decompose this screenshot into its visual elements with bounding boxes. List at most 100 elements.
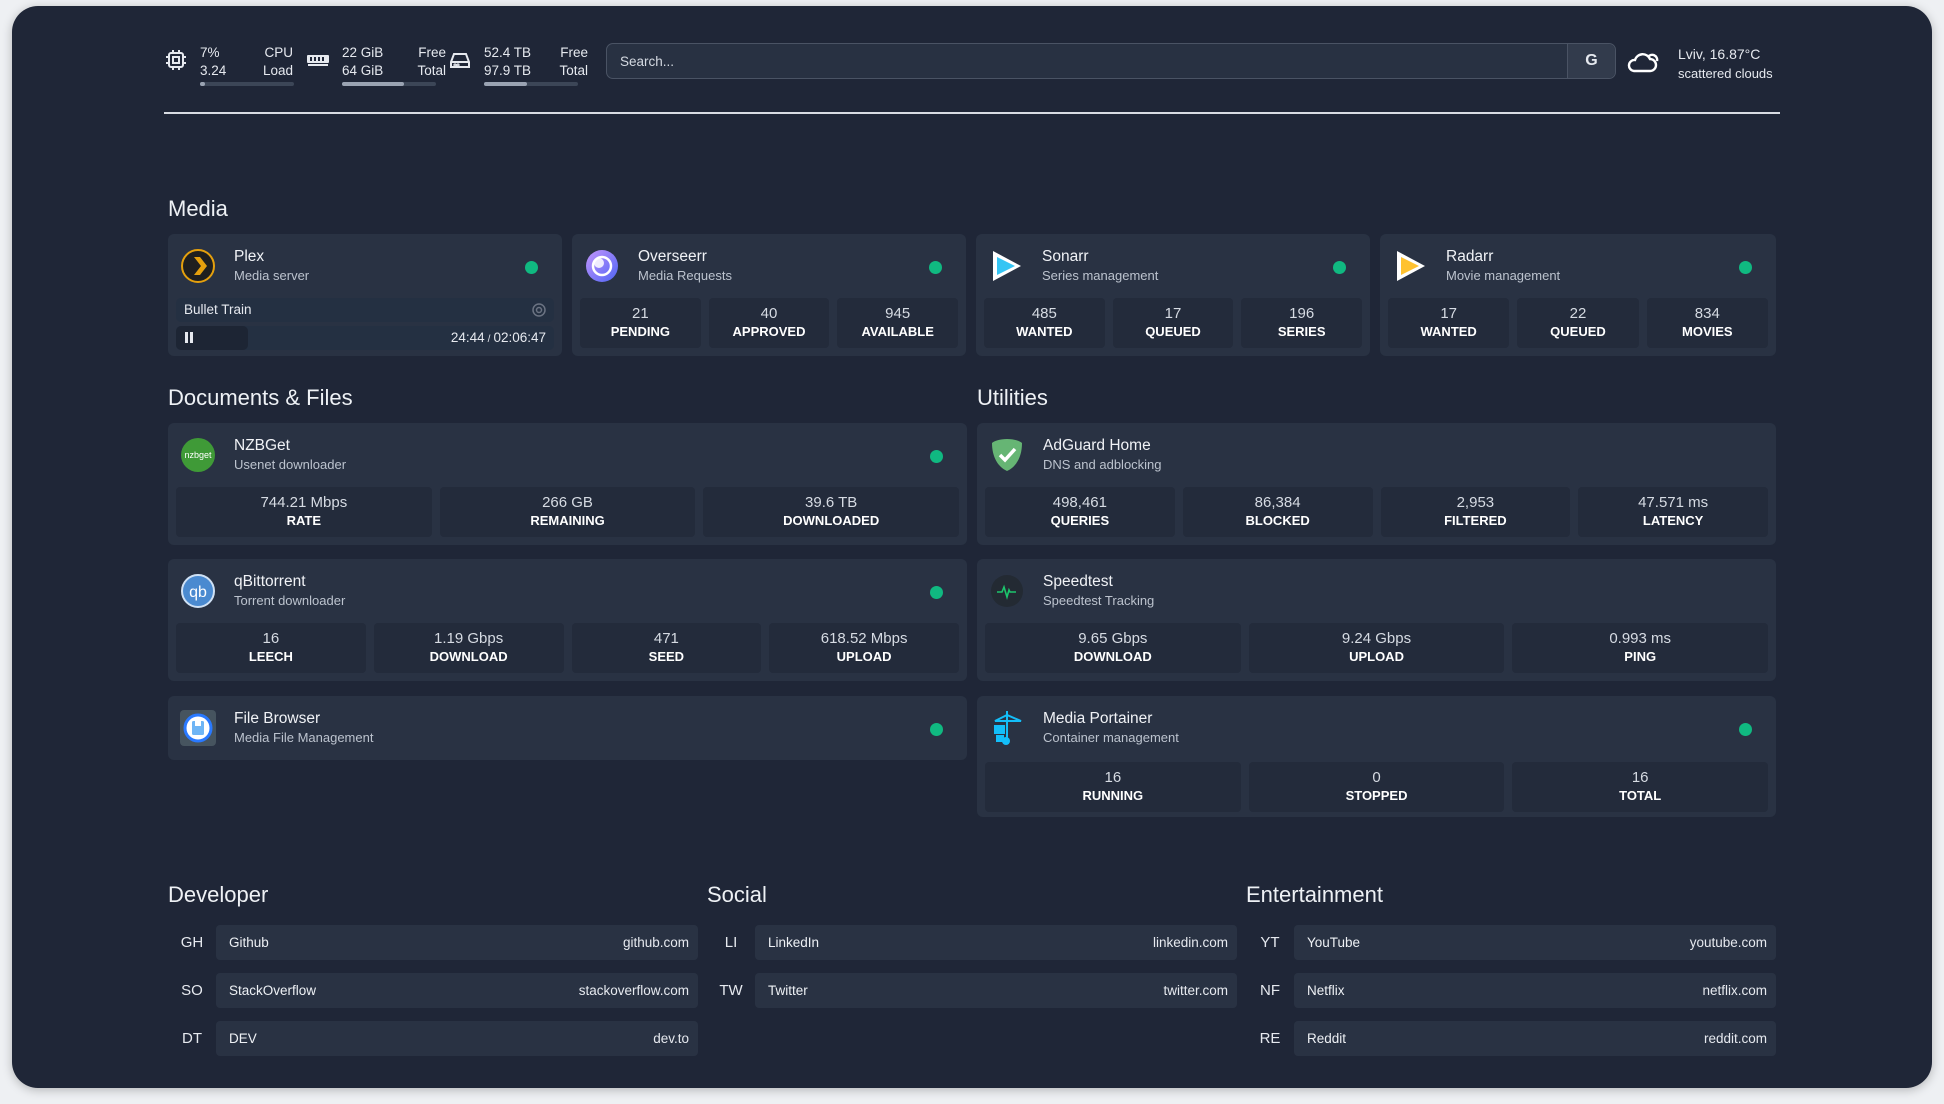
bookmark-name[interactable]: LinkedIn [768, 935, 820, 950]
bookmark-reddit[interactable]: RE Reddit reddit.com [1246, 1021, 1776, 1056]
stat-label: WANTED [1016, 324, 1073, 339]
bookmark-name[interactable]: DEV [229, 1031, 257, 1046]
stats-row: 744.21 Mbps RATE 266 GB REMAINING 39.6 TB DOW… [176, 487, 960, 537]
bookmark-url: github.com [622, 935, 689, 950]
stat-value: 17 [1164, 305, 1182, 322]
bookmark-name[interactable]: Github [229, 935, 269, 950]
stat-remaining: 266 GB REMAINING [439, 487, 696, 537]
bookmark-name[interactable]: YouTube [1307, 935, 1361, 950]
bookmark-link[interactable]: DEV dev.to [216, 1021, 698, 1056]
stat-label: QUERIES [1050, 513, 1110, 528]
file-browser-icon [180, 710, 216, 746]
stat-value: 16 [1631, 769, 1649, 786]
service-card-portainer[interactable]: Media Portainer Container management 16 RUN… [977, 696, 1776, 817]
bookmark-github[interactable]: GH Github github.com [168, 925, 698, 960]
bookmark-youtube[interactable]: YT YouTube youtube.com [1246, 925, 1776, 960]
stat-label: RUNNING [1082, 788, 1144, 803]
service-name[interactable]: Overseerr [638, 248, 707, 265]
status-indicator [525, 261, 538, 274]
stat-value: 196 [1289, 305, 1315, 322]
stat-upload: 618.52 Mbps UPLOAD [769, 623, 959, 673]
memory-icon [307, 55, 329, 66]
bookmark-stackoverflow[interactable]: SO StackOverflow stackoverflow.com [168, 973, 698, 1008]
service-description: Media Requests [638, 268, 732, 283]
stat-label: FILTERED [1444, 513, 1507, 528]
stat-value: 47.571 ms [1638, 494, 1709, 511]
service-name[interactable]: Media Portainer [1043, 710, 1153, 727]
bookmark-dev[interactable]: DT DEV dev.to [168, 1021, 698, 1056]
stat-latency: 47.571 ms LATENCY [1578, 487, 1768, 537]
stats-row: 21 PENDING 40 APPROVED 945 AVAILABLE [580, 298, 959, 348]
portainer-icon [989, 710, 1025, 746]
plex-settings-icon[interactable] [532, 303, 546, 317]
bookmark-abbreviation: SO [181, 982, 203, 999]
stats-row: 16 LEECH 1.19 Gbps DOWNLOAD 471 SEED 618.52 Mb… [176, 623, 959, 673]
now-playing-title: Bullet Train [184, 302, 252, 317]
service-name[interactable]: Radarr [1446, 248, 1494, 265]
service-description: Container management [1043, 730, 1179, 745]
service-card-sonarr[interactable]: Sonarr Series management 485 WANTED 17 QUEUED… [976, 234, 1370, 356]
bookmarks-entertainment: YT YouTube youtube.com NF Netflix netflix.com… [1246, 925, 1776, 1069]
bookmark-name[interactable]: Reddit [1307, 1031, 1347, 1046]
bookmark-link[interactable]: Github github.com [216, 925, 698, 960]
memory-usage-bar [342, 82, 436, 86]
stat-approved: 40 APPROVED [708, 298, 830, 348]
service-card-radarr[interactable]: Radarr Movie management 17 WANTED 22 QUEUED 83… [1380, 234, 1776, 356]
service-card-overseerr[interactable]: Overseerr Media Requests 21 PENDING 40 APPROV… [572, 234, 966, 356]
status-indicator [1739, 261, 1752, 274]
service-card-adguard[interactable]: AdGuard Home DNS and adblocking 498,461 QUE… [977, 423, 1776, 545]
memory-free-label: Free [418, 45, 446, 60]
stat-queued: 22 QUEUED [1517, 298, 1639, 348]
bookmark-name[interactable]: StackOverflow [229, 983, 317, 998]
stats-row: 16 RUNNING 0 STOPPED 16 TOTAL [985, 762, 1769, 812]
service-name[interactable]: Sonarr [1042, 248, 1089, 265]
stat-label: DOWNLOADED [783, 513, 880, 528]
service-card-speedtest[interactable]: Speedtest Speedtest Tracking 9.65 Gbps DOWN… [977, 559, 1776, 681]
bookmark-linkedin[interactable]: LI LinkedIn linkedin.com [707, 925, 1237, 960]
bookmark-twitter[interactable]: TW Twitter twitter.com [707, 973, 1237, 1008]
playback-progress-row: 24:44/02:06:47 [176, 326, 554, 350]
bookmark-link[interactable]: Twitter twitter.com [755, 973, 1237, 1008]
search-input[interactable] [607, 44, 1567, 78]
service-name[interactable]: Plex [234, 248, 265, 265]
service-card-filebrowser[interactable]: File Browser Media File Management [168, 696, 967, 760]
bookmark-link[interactable]: StackOverflow stackoverflow.com [216, 973, 698, 1008]
cpu-load: 3.24 [200, 63, 227, 78]
service-name[interactable]: File Browser [234, 710, 321, 727]
section-title-developer: Developer [168, 882, 269, 907]
bookmark-netflix[interactable]: NF Netflix netflix.com [1246, 973, 1776, 1008]
bookmark-abbreviation: NF [1260, 982, 1280, 999]
service-name[interactable]: AdGuard Home [1043, 437, 1151, 454]
service-card-nzbget[interactable]: nzbget NZBGet Usenet downloader 744.21 Mbps… [168, 423, 967, 545]
pause-icon[interactable] [185, 332, 193, 343]
stats-row: 498,461 QUERIES 86,384 BLOCKED 2,953 FILTERED… [985, 487, 1768, 537]
nzbget-icon: nzbget [180, 437, 216, 473]
bookmark-link[interactable]: LinkedIn linkedin.com [755, 925, 1237, 960]
service-name[interactable]: qBittorrent [234, 573, 306, 590]
stat-downloaded: 39.6 TB DOWNLOADED [703, 487, 960, 537]
bookmark-url: linkedin.com [1152, 935, 1228, 950]
service-name[interactable]: NZBGet [234, 437, 290, 454]
bookmark-link[interactable]: Reddit reddit.com [1294, 1021, 1776, 1056]
stat-label: TOTAL [1619, 788, 1662, 803]
bookmark-link[interactable]: Netflix netflix.com [1294, 973, 1776, 1008]
stat-pending: 21 PENDING [580, 298, 701, 348]
bookmark-url: youtube.com [1689, 935, 1767, 950]
header-divider [164, 112, 1780, 114]
bookmarks-developer: GH Github github.com SO StackOverflow stackov… [168, 925, 698, 1069]
stat-available: 945 AVAILABLE [837, 298, 959, 348]
stat-running: 16 RUNNING [985, 762, 1241, 812]
service-card-plex[interactable]: Plex Media server Bullet Train 24:44/02:06:… [168, 234, 562, 356]
status-indicator [930, 723, 943, 736]
service-description: DNS and adblocking [1043, 457, 1162, 472]
bookmark-url: stackoverflow.com [578, 983, 689, 998]
bookmark-name[interactable]: Twitter [768, 983, 808, 998]
service-card-qbittorrent[interactable]: qb qBittorrent Torrent downloader 16 LEECH 1.… [168, 559, 967, 681]
memory-free: 22 GiB [342, 45, 384, 60]
cloud-icon [1627, 53, 1659, 73]
bookmark-link[interactable]: YouTube youtube.com [1294, 925, 1776, 960]
search-provider-button[interactable]: G [1567, 44, 1615, 78]
bookmark-name[interactable]: Netflix [1307, 983, 1345, 998]
stat-label: STOPPED [1345, 788, 1408, 803]
service-name[interactable]: Speedtest [1043, 573, 1113, 590]
